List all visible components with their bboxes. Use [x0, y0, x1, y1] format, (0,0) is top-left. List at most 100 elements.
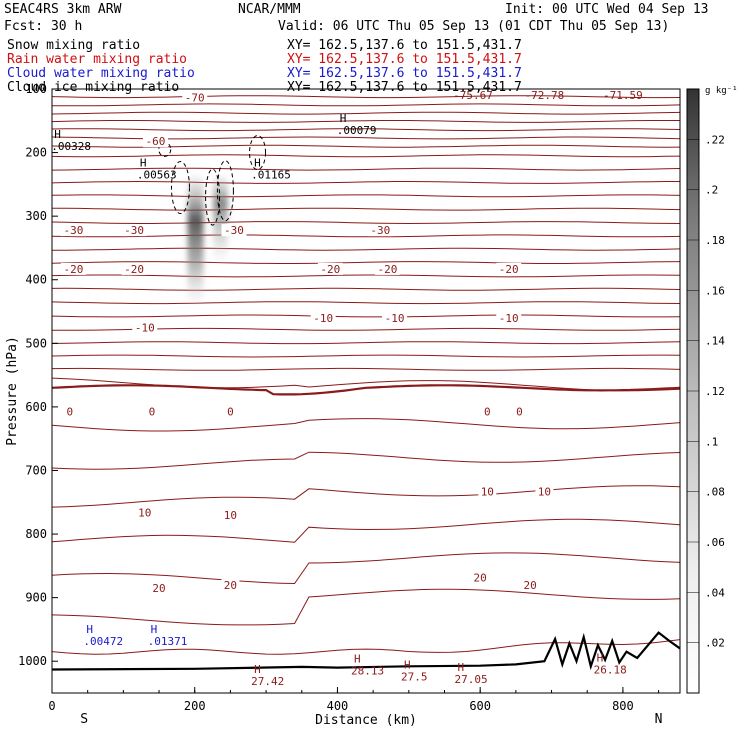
contour-label: -10	[135, 321, 155, 334]
maximum-marker-h: H	[54, 128, 61, 141]
maximum-value-label: .00563	[137, 168, 177, 181]
field-cloud-ice-xy: XY= 162.5,137.6 to 151.5,431.7	[287, 80, 522, 95]
maximum-marker-h: H	[140, 156, 147, 169]
field-snow: Snow mixing ratio	[7, 38, 141, 53]
x-axis-title: Distance (km)	[315, 713, 417, 728]
colorbar-tick-label: .02	[705, 637, 725, 650]
cloud-ice-outline	[216, 160, 234, 222]
contour-labels: -70 -60 -30 -30 -30 -30 -20 -20 -20 -20 -20 -10 -10 -…	[51, 89, 643, 688]
contour-label: -20	[499, 263, 519, 276]
y-tick-label: 700	[25, 463, 47, 477]
contour-label: 20	[474, 571, 487, 584]
contour-label: 20	[524, 579, 537, 592]
y-tick-label: 200	[25, 146, 47, 160]
contour-label: -20	[377, 263, 397, 276]
contour-label-bg	[142, 135, 168, 148]
y-tick-label: 400	[25, 273, 47, 287]
contour-label: 10	[481, 485, 494, 498]
snow-plume-1	[187, 174, 204, 306]
colorbar-tick-label: .22	[705, 133, 725, 146]
snow-plume-2	[213, 174, 228, 268]
contour-label: -20	[320, 263, 340, 276]
cloud-ice-outline	[205, 168, 221, 226]
maximum-value-label: 27.5	[401, 671, 428, 684]
colorbar-tick-label: .2	[705, 184, 718, 197]
contour-label: -30	[370, 224, 390, 237]
maximum-value-label: 28.13	[351, 664, 384, 677]
contour-label-bg	[367, 224, 393, 237]
x-tick-label: 200	[184, 699, 206, 713]
contour-label-bg	[182, 91, 208, 104]
contour-label: -60	[146, 135, 166, 148]
contour-label: -20	[63, 263, 83, 276]
isotherm-line	[52, 180, 680, 184]
isotherm-line	[52, 111, 680, 115]
contour-label-bg	[221, 508, 240, 521]
contour-label: -10	[385, 312, 405, 325]
contour-label-bg	[382, 311, 408, 324]
colorbar-tick-label: .04	[705, 586, 725, 599]
maximum-marker-h: H	[354, 652, 361, 665]
field-snow-xy: XY= 162.5,137.6 to 151.5,431.7	[287, 38, 522, 53]
y-tick-label: 600	[25, 400, 47, 414]
contour-label: 0	[149, 405, 156, 418]
contour-label: 0	[484, 405, 491, 418]
contour-label-bg	[317, 262, 343, 275]
isotherm-line	[52, 314, 680, 318]
contour-label: 10	[538, 485, 551, 498]
plot-header: SEAC4RS 3km ARW NCAR/MMM Init: 00 UTC We…	[0, 0, 740, 100]
north-label: N	[655, 712, 663, 727]
terrain-surface	[52, 631, 680, 671]
contour-label-bg	[121, 262, 147, 275]
contour-label: -30	[63, 224, 83, 237]
maximum-value-label: 27.05	[454, 673, 487, 686]
y-tick-label: 1000	[18, 654, 47, 668]
colorbar-tick-label: .12	[705, 385, 725, 398]
maximum-value-label: 26.18	[594, 664, 627, 677]
x-tick-label: 0	[48, 699, 55, 713]
colorbar-tick-label: .08	[705, 486, 725, 499]
contour-label: -20	[124, 263, 144, 276]
maximum-marker-h: H	[457, 661, 464, 674]
cloud-ice-outline	[170, 161, 190, 215]
isotherm-line	[52, 518, 680, 543]
contour-label-bg	[121, 224, 147, 237]
maximum-marker-h: H	[404, 659, 411, 672]
colorbar-unit: g kg⁻¹	[705, 86, 738, 96]
surface-isotherm-line	[52, 639, 680, 655]
contour-label-bg	[221, 224, 247, 237]
contour-label-bg	[224, 405, 236, 418]
isotherm-line	[52, 274, 680, 278]
maximum-value-label: 27.42	[251, 675, 284, 688]
colorbar-tick-label: .18	[705, 234, 725, 247]
isotherm-line	[52, 167, 680, 171]
contour-label-bg	[478, 485, 497, 498]
contour-label-bg	[60, 224, 86, 237]
contour-label-bg	[496, 311, 522, 324]
freezing-level-line	[52, 384, 680, 396]
isotherm-line	[52, 341, 680, 345]
contour-label-bg	[150, 582, 169, 595]
colorbar-tick-label: .06	[705, 536, 725, 549]
field-cloud-water: Cloud water mixing ratio	[7, 66, 195, 81]
field-rain-xy: XY= 162.5,137.6 to 151.5,431.7	[287, 52, 522, 67]
field-cloud-ice: Cloud ice mixing ratio	[7, 80, 180, 95]
temperature-contours	[52, 95, 680, 655]
isotherm-line	[52, 287, 680, 291]
isotherm-line	[52, 588, 680, 626]
isotherm-line	[52, 221, 680, 225]
isotherm-line	[52, 154, 680, 158]
contour-label: -30	[224, 224, 244, 237]
contour-label: -10	[313, 312, 333, 325]
x-tick-label: 800	[612, 699, 634, 713]
contour-label: 20	[152, 582, 165, 595]
isotherm-line	[52, 418, 680, 432]
terrain-line	[52, 631, 680, 671]
mixing-ratio-shading	[158, 135, 267, 306]
maximum-value-label: .01371	[148, 635, 188, 648]
contour-label: 10	[138, 506, 151, 519]
maximum-marker-h: H	[86, 623, 93, 636]
y-tick-label: 900	[25, 591, 47, 605]
contour-label-bg	[135, 506, 154, 519]
y-tick-label: 300	[25, 209, 47, 223]
